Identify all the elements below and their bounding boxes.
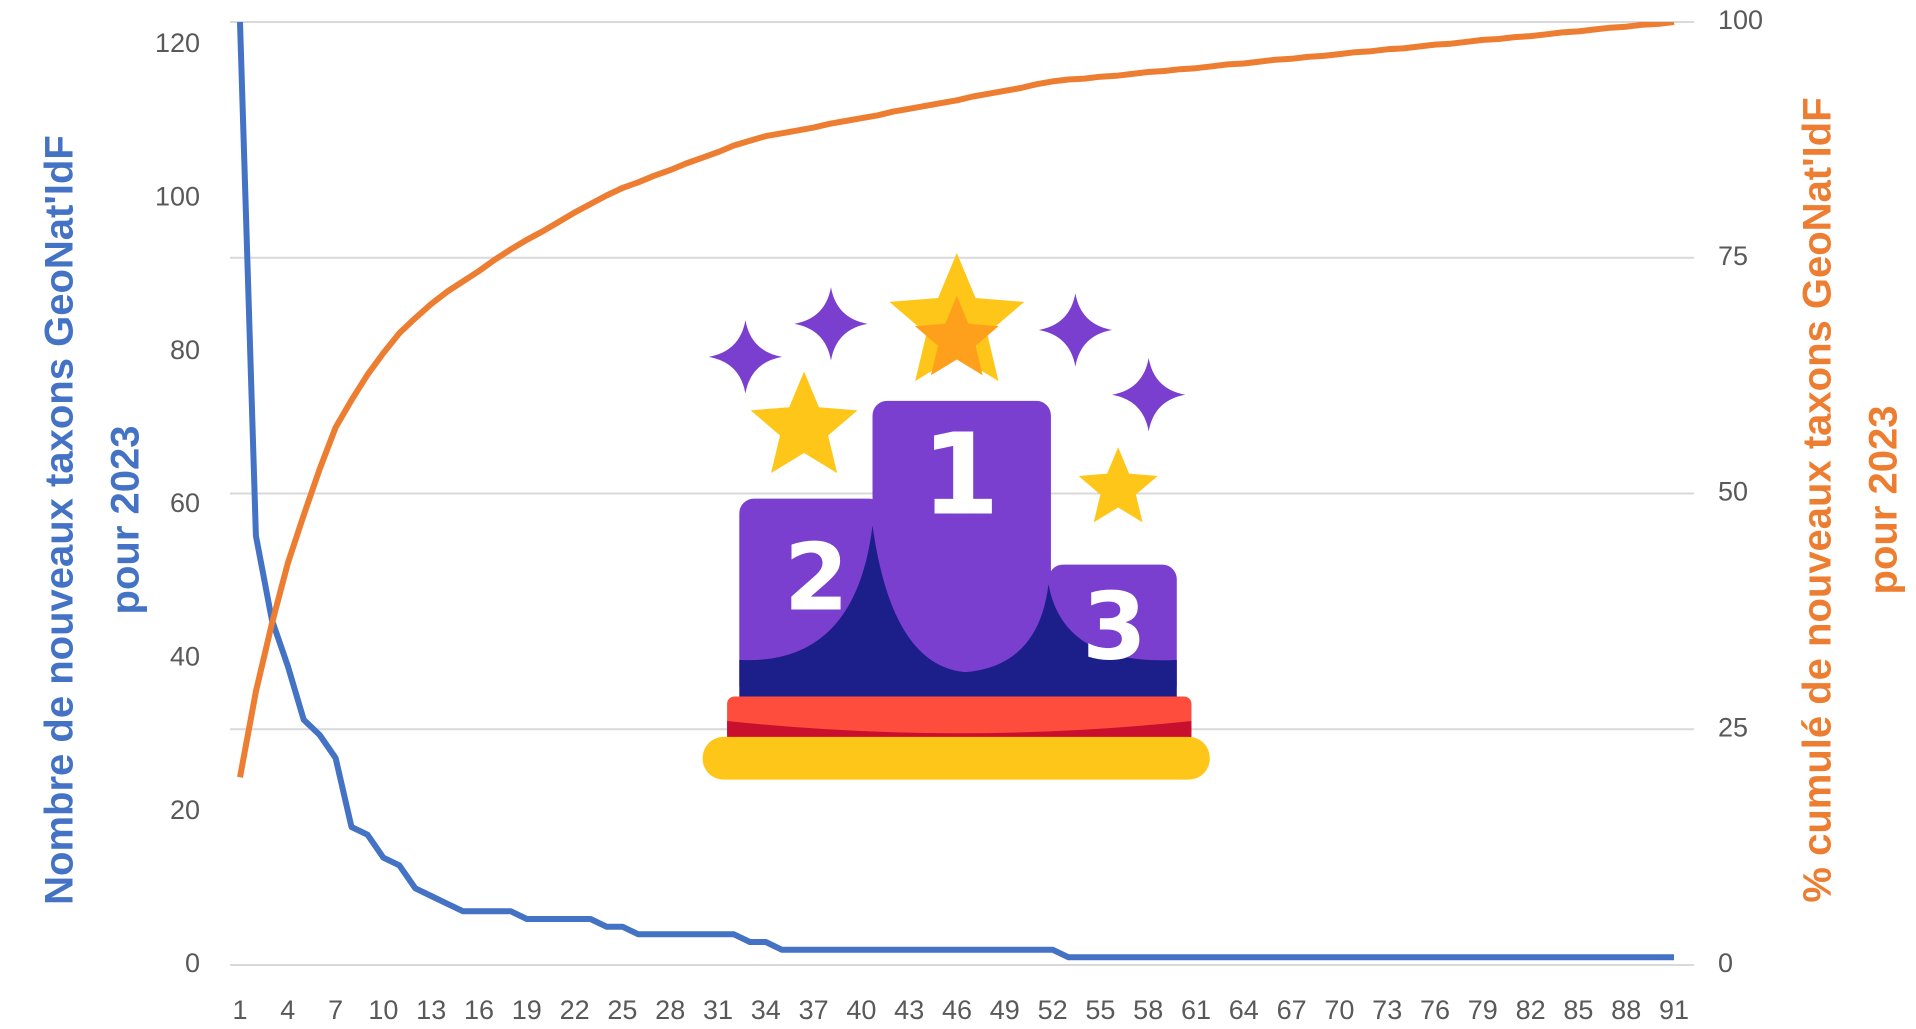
x-tick-label: 22 <box>560 995 590 1025</box>
y2-tick-label: 50 <box>1718 477 1748 507</box>
podium-band-shadow <box>727 720 1192 741</box>
y-axis-title: Nombre de nouveaux taxons GeoNat'IdF pou… <box>38 135 148 905</box>
podium-shadow <box>739 525 1177 703</box>
x-tick-label: 70 <box>1324 995 1354 1025</box>
x-tick-label: 31 <box>703 995 733 1025</box>
y-axis-title-line: Nombre de nouveaux taxons GeoNat'IdF <box>38 135 82 905</box>
x-tick-label: 13 <box>416 995 446 1025</box>
y2-axis-title: % cumulé de nouveaux taxons GeoNat'IdF p… <box>1796 97 1906 902</box>
x-tick-label: 28 <box>655 995 685 1025</box>
podium-base <box>702 736 1210 780</box>
y-tick-label: 60 <box>170 488 200 518</box>
y2-tick-label: 100 <box>1718 5 1763 35</box>
x-tick-label: 43 <box>894 995 924 1025</box>
podium-band <box>727 696 1192 741</box>
x-tick-label: 46 <box>942 995 972 1025</box>
y2-tick-label: 25 <box>1718 712 1748 742</box>
x-tick-label: 91 <box>1659 995 1689 1025</box>
x-tick-label: 79 <box>1468 995 1498 1025</box>
x-tick-label: 61 <box>1181 995 1211 1025</box>
y2-axis-title-line: pour 2023 <box>1862 406 1906 595</box>
x-tick-label: 67 <box>1277 995 1307 1025</box>
sparkle <box>1112 358 1186 432</box>
y-tick-label: 40 <box>170 641 200 671</box>
y-axis-title-line: pour 2023 <box>104 426 148 615</box>
podium-number: 1 <box>921 409 999 540</box>
x-tick-label: 19 <box>512 995 542 1025</box>
y2-axis-title-line: % cumulé de nouveaux taxons GeoNat'IdF <box>1796 97 1840 902</box>
sparkle <box>1038 293 1113 367</box>
y-tick-label: 0 <box>185 948 200 978</box>
y-tick-label: 100 <box>155 181 200 211</box>
x-tick-label: 49 <box>990 995 1020 1025</box>
x-tick-label: 55 <box>1085 995 1115 1025</box>
x-tick-label: 58 <box>1133 995 1163 1025</box>
y-tick-label: 20 <box>170 795 200 825</box>
x-tick-label: 40 <box>846 995 876 1025</box>
x-tick-label: 52 <box>1038 995 1068 1025</box>
sparkle <box>708 320 783 394</box>
x-tick-label: 34 <box>751 995 781 1025</box>
y2-tick-label: 75 <box>1718 241 1748 271</box>
x-tick-label: 64 <box>1229 995 1259 1025</box>
podium-illustration: 1 2 3 <box>702 252 1210 780</box>
x-tick-label: 82 <box>1516 995 1546 1025</box>
line <box>237 22 1675 778</box>
x-tick-label: 10 <box>368 995 398 1025</box>
x-tick-label: 76 <box>1420 995 1450 1025</box>
podium-number: 2 <box>784 524 849 632</box>
x-tick-label: 4 <box>280 995 295 1025</box>
x-tick-label: 73 <box>1372 995 1402 1025</box>
star <box>750 371 858 474</box>
x-tick-label: 16 <box>464 995 494 1025</box>
y-tick-label: 80 <box>170 335 200 365</box>
y2-tick-label: 0 <box>1718 948 1733 978</box>
podium-step <box>872 400 1051 701</box>
y-tick-label: 120 <box>155 28 200 58</box>
podium-number: 3 <box>1082 572 1147 680</box>
x-tick-label: 88 <box>1611 995 1641 1025</box>
x-tick-label: 7 <box>328 995 343 1025</box>
x-tick-label: 37 <box>799 995 829 1025</box>
x-tick-label: 25 <box>607 995 637 1025</box>
line <box>237 22 1674 961</box>
x-tick-label: 1 <box>232 995 247 1025</box>
sparkle <box>794 287 868 361</box>
star <box>1078 447 1158 523</box>
x-tick-label: 85 <box>1563 995 1593 1025</box>
